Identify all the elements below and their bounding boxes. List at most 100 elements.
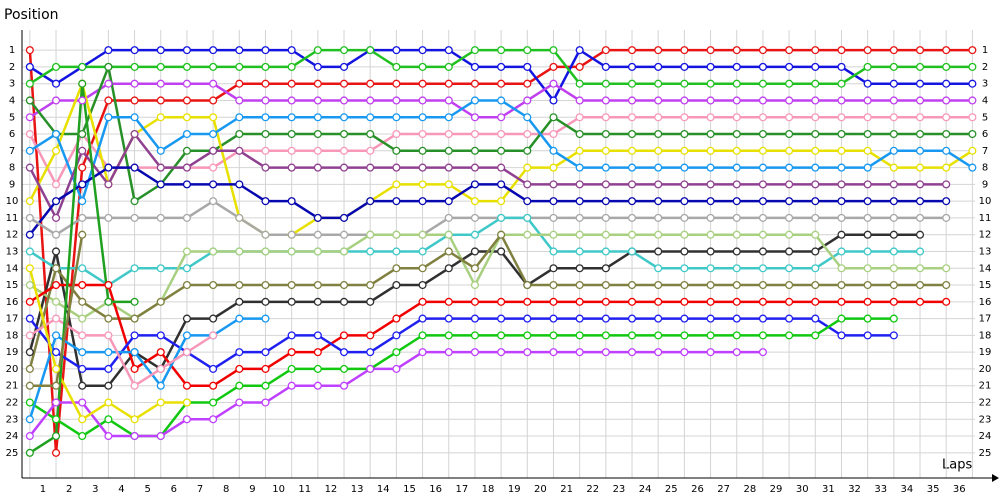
position-point bbox=[523, 96, 532, 105]
position-point bbox=[915, 297, 925, 306]
position-point bbox=[863, 213, 872, 222]
position-point bbox=[627, 297, 637, 306]
position-point bbox=[78, 280, 87, 290]
position-point bbox=[25, 230, 34, 239]
position-point bbox=[785, 213, 794, 222]
position-point bbox=[654, 247, 663, 256]
position-point bbox=[706, 247, 715, 256]
position-point bbox=[261, 96, 270, 105]
position-point bbox=[523, 163, 532, 172]
position-point bbox=[575, 197, 584, 206]
position-point bbox=[601, 146, 610, 155]
position-point bbox=[313, 364, 322, 373]
position-point bbox=[104, 46, 113, 55]
position-point bbox=[942, 96, 951, 105]
position-point bbox=[837, 79, 846, 88]
y-tick-label: 18 bbox=[6, 330, 19, 341]
position-point bbox=[915, 62, 925, 71]
position-point bbox=[51, 230, 61, 239]
position-point bbox=[942, 280, 951, 290]
position-point bbox=[915, 146, 925, 155]
y-tick-label-right: 3 bbox=[982, 79, 988, 90]
position-point bbox=[523, 297, 532, 306]
position-point bbox=[470, 297, 479, 306]
position-point bbox=[25, 364, 34, 373]
position-point bbox=[706, 264, 715, 273]
position-point bbox=[51, 432, 61, 441]
position-point bbox=[889, 79, 898, 88]
position-line bbox=[28, 317, 894, 371]
position-point bbox=[392, 280, 401, 290]
position-point bbox=[209, 247, 218, 256]
position-point bbox=[523, 46, 532, 55]
position-point bbox=[497, 62, 506, 71]
position-point bbox=[182, 79, 191, 88]
position-point bbox=[470, 331, 479, 340]
position-point bbox=[25, 129, 34, 139]
position-point bbox=[863, 163, 872, 172]
position-point bbox=[313, 247, 322, 256]
position-point bbox=[51, 247, 61, 256]
position-point bbox=[549, 247, 558, 256]
position-point bbox=[654, 46, 663, 55]
position-point bbox=[235, 348, 244, 357]
position-point bbox=[209, 197, 218, 206]
position-point bbox=[863, 146, 872, 155]
position-point bbox=[418, 197, 427, 206]
position-point bbox=[130, 264, 139, 273]
position-point bbox=[339, 213, 349, 222]
position-point bbox=[889, 314, 898, 323]
position-point bbox=[25, 331, 34, 340]
position-point bbox=[25, 314, 34, 323]
position-point bbox=[837, 46, 846, 55]
position-point bbox=[680, 247, 689, 256]
position-point bbox=[392, 96, 401, 105]
position-point bbox=[706, 163, 715, 172]
position-point bbox=[732, 314, 741, 323]
y-tick-label-right: 19 bbox=[979, 347, 992, 358]
position-point bbox=[575, 96, 584, 105]
position-point bbox=[51, 264, 61, 273]
position-point bbox=[156, 331, 165, 340]
position-point bbox=[366, 197, 375, 206]
position-point bbox=[889, 180, 898, 189]
position-point bbox=[366, 163, 375, 172]
y-tick-label: 23 bbox=[6, 414, 19, 425]
position-point bbox=[915, 247, 925, 256]
position-point bbox=[130, 297, 139, 306]
x-tick-label: 31 bbox=[822, 484, 835, 495]
position-point bbox=[470, 247, 479, 256]
position-point bbox=[601, 213, 610, 222]
position-point bbox=[339, 163, 349, 172]
x-tick-label: 9 bbox=[249, 484, 255, 495]
position-point bbox=[942, 264, 951, 273]
position-point bbox=[130, 314, 139, 323]
position-point bbox=[863, 230, 872, 239]
position-point bbox=[156, 348, 165, 357]
x-axis-arrow bbox=[992, 474, 999, 482]
position-point bbox=[287, 197, 296, 206]
y-tick-label: 25 bbox=[6, 448, 19, 459]
position-point bbox=[313, 348, 322, 357]
position-point bbox=[758, 213, 767, 222]
position-point bbox=[25, 280, 34, 290]
position-point bbox=[523, 129, 532, 139]
position-point bbox=[549, 163, 558, 172]
position-point bbox=[287, 62, 296, 71]
position-point bbox=[523, 62, 532, 71]
position-point bbox=[654, 213, 663, 222]
position-point bbox=[654, 331, 663, 340]
position-point bbox=[523, 79, 532, 88]
y-tick-label-right: 14 bbox=[979, 263, 992, 274]
position-point bbox=[706, 213, 715, 222]
position-point bbox=[942, 79, 951, 88]
position-point bbox=[78, 432, 87, 441]
position-point bbox=[313, 230, 322, 239]
position-point bbox=[235, 364, 244, 373]
position-point bbox=[235, 79, 244, 88]
position-point bbox=[313, 129, 322, 139]
x-tick-label: 30 bbox=[796, 484, 809, 495]
y-tick-label-right: 24 bbox=[979, 431, 992, 442]
position-point bbox=[25, 415, 34, 424]
